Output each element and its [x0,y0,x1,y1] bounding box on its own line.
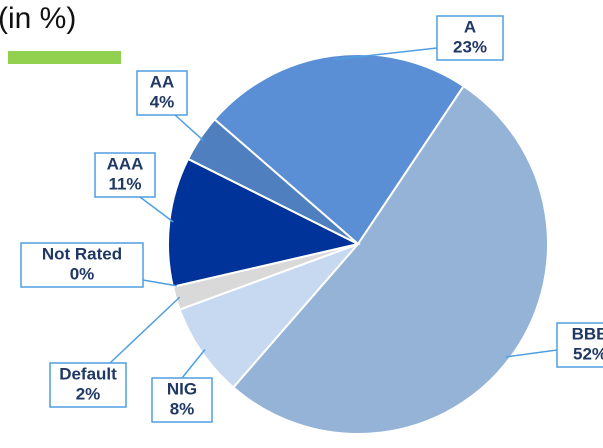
slice-value-label: 8% [170,399,195,418]
callout-line [142,279,177,287]
slice-label: NIG [167,379,197,398]
label-box [136,70,188,116]
title-underline [8,51,121,64]
slice-label: A [464,17,476,36]
slice-value-label: 52% [573,344,603,363]
slice-label: Default [59,364,117,383]
slice-value-label: 4% [150,92,175,111]
pie-slice [178,243,359,389]
label-box [94,152,156,198]
label-box [20,242,144,288]
slice-value-label: 23% [453,37,487,56]
label-box [436,15,504,61]
pie-slice [213,53,466,246]
slice-label: AA [150,72,175,91]
label-box [151,377,213,423]
callout-line [139,196,174,223]
pie-slice [167,157,361,288]
slice-label: BBB [572,324,603,343]
callout-line [181,349,206,379]
callout-line [333,47,438,61]
slice-label: Not Rated [42,244,122,263]
pie-slice [231,84,549,435]
label-box [49,362,127,408]
callout-line [174,114,204,142]
slice-value-label: 0% [70,264,95,283]
slice-value-label: 11% [108,174,141,193]
callout-line [109,296,181,364]
callout-line [505,349,558,358]
slice-label: AAA [107,154,144,173]
chart-title: (in %) [0,2,76,35]
slice-value-label: 2% [76,384,101,403]
label-box [556,322,603,368]
